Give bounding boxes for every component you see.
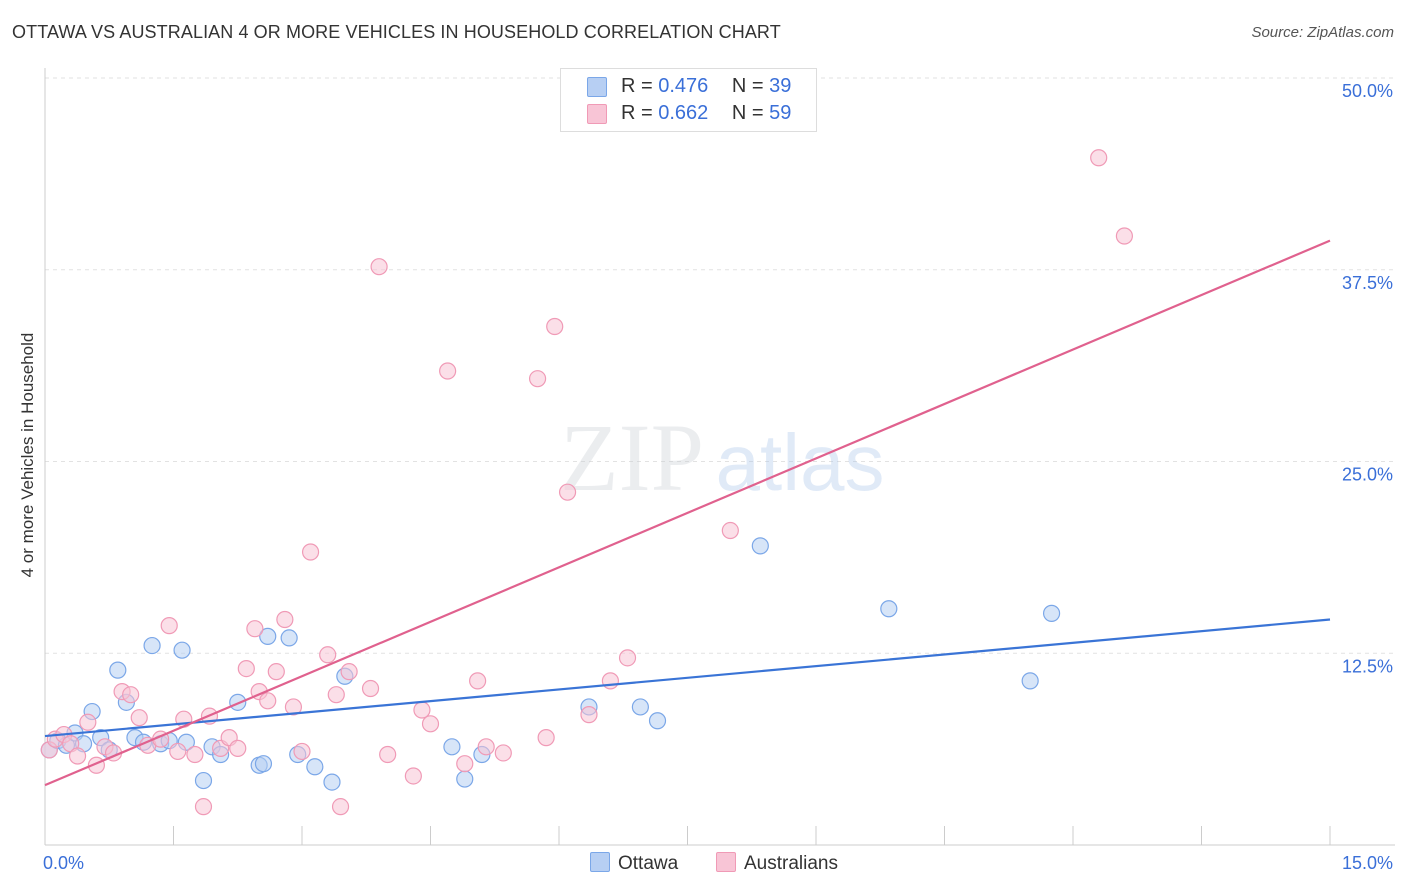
- ottawa-point: [751, 537, 769, 555]
- australians-point: [721, 521, 739, 540]
- trend-lines: [44, 239, 1331, 787]
- legend-row-ottawa: R = 0.476 N = 39: [587, 75, 792, 98]
- australians-point: [1115, 227, 1134, 245]
- australians-point: [169, 742, 187, 761]
- series-name-ottawa: Ottawa: [618, 853, 679, 874]
- legend-n-value: 59: [769, 102, 792, 124]
- y-tick-label: 25.0%: [1342, 465, 1393, 485]
- watermark-atlas: atlas: [716, 418, 885, 507]
- australians-point: [79, 713, 97, 731]
- australians-point: [194, 798, 213, 816]
- legend-row-australians: R = 0.662 N = 59: [587, 102, 792, 125]
- australians-point: [68, 747, 87, 765]
- gridlines: [45, 77, 1395, 654]
- australians-point: [237, 659, 255, 678]
- ottawa-point: [456, 770, 474, 788]
- australians-point: [469, 672, 487, 690]
- australians-point: [370, 258, 388, 276]
- australians-point: [293, 742, 311, 761]
- data-points: [40, 149, 1134, 816]
- australians-point: [413, 701, 431, 719]
- y-tick-label: 37.5%: [1342, 273, 1393, 293]
- axes: [44, 68, 1395, 846]
- series-legend-ottawa: Ottawa: [590, 852, 678, 875]
- watermark: ZIP atlas: [560, 404, 884, 511]
- legend-n-value: 39: [769, 75, 792, 97]
- australians-point: [546, 317, 564, 336]
- ottawa-point: [443, 738, 461, 756]
- australians-point: [404, 767, 422, 785]
- australians-point: [331, 798, 350, 816]
- australians-point: [276, 610, 294, 629]
- australians-point: [601, 672, 620, 690]
- legend-n-label: N =: [731, 75, 770, 97]
- ottawa-point: [254, 755, 273, 773]
- australians-point: [1090, 149, 1108, 167]
- y-tick-label: 50.0%: [1342, 81, 1393, 101]
- y-tick-label: 12.5%: [1342, 656, 1393, 676]
- australians-point: [361, 679, 380, 698]
- australians-point: [379, 745, 397, 764]
- australians-point: [301, 543, 320, 561]
- australians-point: [122, 686, 140, 704]
- ottawa-point: [259, 627, 277, 645]
- ottawa-trend-line: [44, 618, 1331, 738]
- ottawa-point: [1042, 604, 1061, 622]
- australians-point: [618, 649, 637, 667]
- chart-title: OTTAWA VS AUSTRALIAN 4 OR MORE VEHICLES …: [12, 22, 781, 42]
- ottawa-point: [631, 698, 649, 716]
- legend-r-label: R =: [621, 102, 659, 124]
- australians-point: [340, 663, 358, 681]
- australians-point: [246, 620, 264, 638]
- australians-point: [528, 370, 547, 388]
- tick-labels: 12.5% 25.0% 37.5% 50.0% 0.0% 15.0%: [43, 81, 1393, 873]
- ottawa-point: [306, 758, 324, 776]
- series-swatch-australians: [716, 852, 736, 872]
- series-name-australians: Australians: [744, 853, 838, 874]
- australians-point: [421, 715, 440, 733]
- australians-point: [439, 362, 457, 380]
- ottawa-point: [109, 661, 127, 679]
- australians-point: [319, 646, 337, 664]
- australians-point: [284, 698, 303, 716]
- x-tick-label-min: 0.0%: [43, 853, 84, 873]
- correlation-legend: R = 0.476 N = 39 R = 0.662 N = 59: [560, 68, 817, 132]
- ottawa-point: [648, 712, 667, 730]
- series-swatch-ottawa: [590, 852, 610, 872]
- x-tick-label-max: 15.0%: [1342, 853, 1393, 873]
- ottawa-point: [143, 636, 161, 655]
- australians-point: [130, 709, 148, 727]
- australians-point: [229, 739, 247, 757]
- australians-point: [477, 738, 495, 756]
- australians-point: [558, 483, 577, 501]
- ottawa-point: [880, 600, 898, 618]
- ottawa-point: [1021, 672, 1039, 690]
- ottawa-point: [323, 773, 341, 791]
- australians-point: [259, 692, 277, 710]
- australians-point: [267, 663, 285, 681]
- source-credit: Source: ZipAtlas.com: [1251, 24, 1394, 41]
- ottawa-point: [173, 641, 191, 659]
- legend-r-label: R =: [621, 75, 659, 97]
- ottawa-point: [194, 771, 213, 790]
- australians-point: [537, 729, 555, 747]
- legend-swatch-ottawa: [587, 77, 607, 97]
- watermark-zip: ZIP: [560, 404, 704, 511]
- australians-point: [160, 617, 178, 635]
- legend-r-value: 0.476: [658, 75, 709, 97]
- australians-point: [494, 744, 512, 762]
- australians-point: [186, 745, 204, 764]
- australians-trend-line: [44, 239, 1331, 787]
- australians-point: [580, 706, 598, 724]
- australians-point: [327, 686, 345, 704]
- series-legend-australians: Australians: [716, 852, 838, 875]
- ottawa-point: [280, 629, 298, 647]
- legend-r-value: 0.662: [658, 102, 709, 124]
- legend-swatch-australians: [587, 104, 607, 124]
- australians-point: [456, 755, 474, 773]
- legend-n-label: N =: [731, 102, 770, 124]
